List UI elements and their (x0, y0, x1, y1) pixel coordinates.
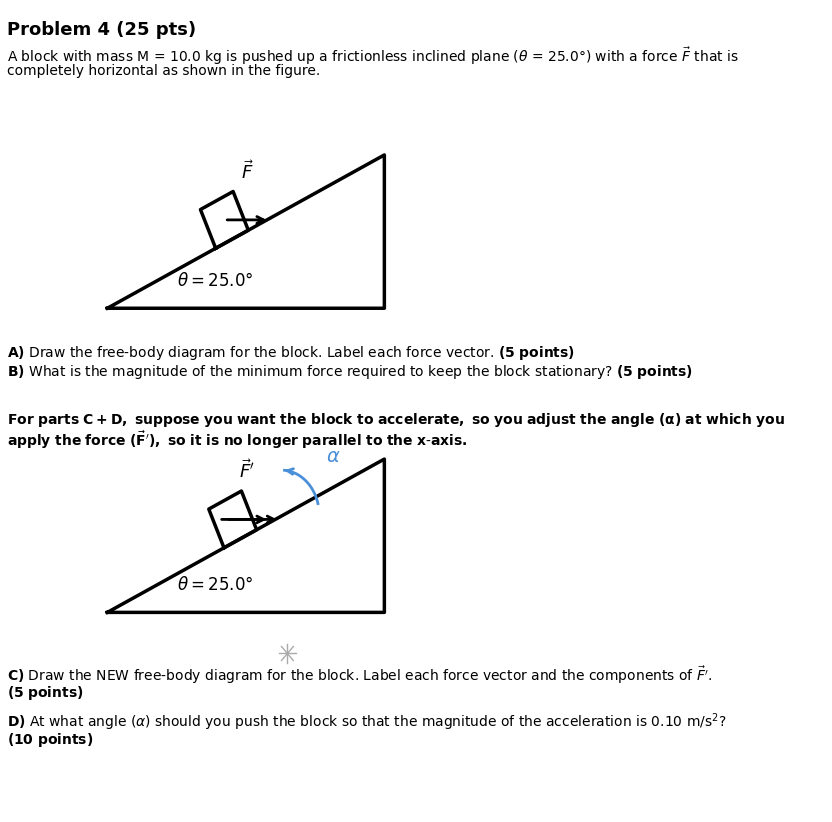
Text: $\mathbf{(10\ points)}$: $\mathbf{(10\ points)}$ (7, 731, 93, 749)
Text: $\theta = 25.0°$: $\theta = 25.0°$ (176, 272, 253, 290)
Text: $\vec{F}$: $\vec{F}$ (240, 160, 253, 183)
Text: $\mathbf{(5\ points)}$: $\mathbf{(5\ points)}$ (7, 684, 83, 702)
Text: $\mathbf{apply\ the\ force\ (\vec{F}'),\ so\ it\ is\ no\ longer\ parallel\ to\ t: $\mathbf{apply\ the\ force\ (\vec{F}'),\… (7, 430, 468, 451)
Text: Problem 4 (25 pts): Problem 4 (25 pts) (7, 21, 196, 39)
Text: completely horizontal as shown in the figure.: completely horizontal as shown in the fi… (7, 64, 320, 78)
Text: $\vec{F}'$: $\vec{F}'$ (239, 459, 255, 483)
Text: $\mathbf{For\ parts\ C+D,\ suppose\ you\ want\ the\ block\ to\ accelerate,\ so\ : $\mathbf{For\ parts\ C+D,\ suppose\ you\… (7, 411, 785, 429)
Text: $\mathbf{C)}$ Draw the NEW free-body diagram for the block. Label each force vec: $\mathbf{C)}$ Draw the NEW free-body dia… (7, 664, 712, 686)
Text: $\alpha$: $\alpha$ (326, 447, 341, 466)
Text: A block with mass M = 10.0 kg is pushed up a frictionless inclined plane ($\thet: A block with mass M = 10.0 kg is pushed … (7, 45, 739, 67)
Text: $\theta = 25.0°$: $\theta = 25.0°$ (176, 576, 253, 594)
Text: $\mathbf{B)}$ What is the magnitude of the minimum force required to keep the bl: $\mathbf{B)}$ What is the magnitude of t… (7, 363, 693, 381)
Text: $\mathbf{D)}$ At what angle ($\alpha$) should you push the block so that the mag: $\mathbf{D)}$ At what angle ($\alpha$) s… (7, 711, 726, 732)
Text: $\mathbf{A)}$ Draw the free-body diagram for the block. Label each force vector.: $\mathbf{A)}$ Draw the free-body diagram… (7, 344, 575, 362)
